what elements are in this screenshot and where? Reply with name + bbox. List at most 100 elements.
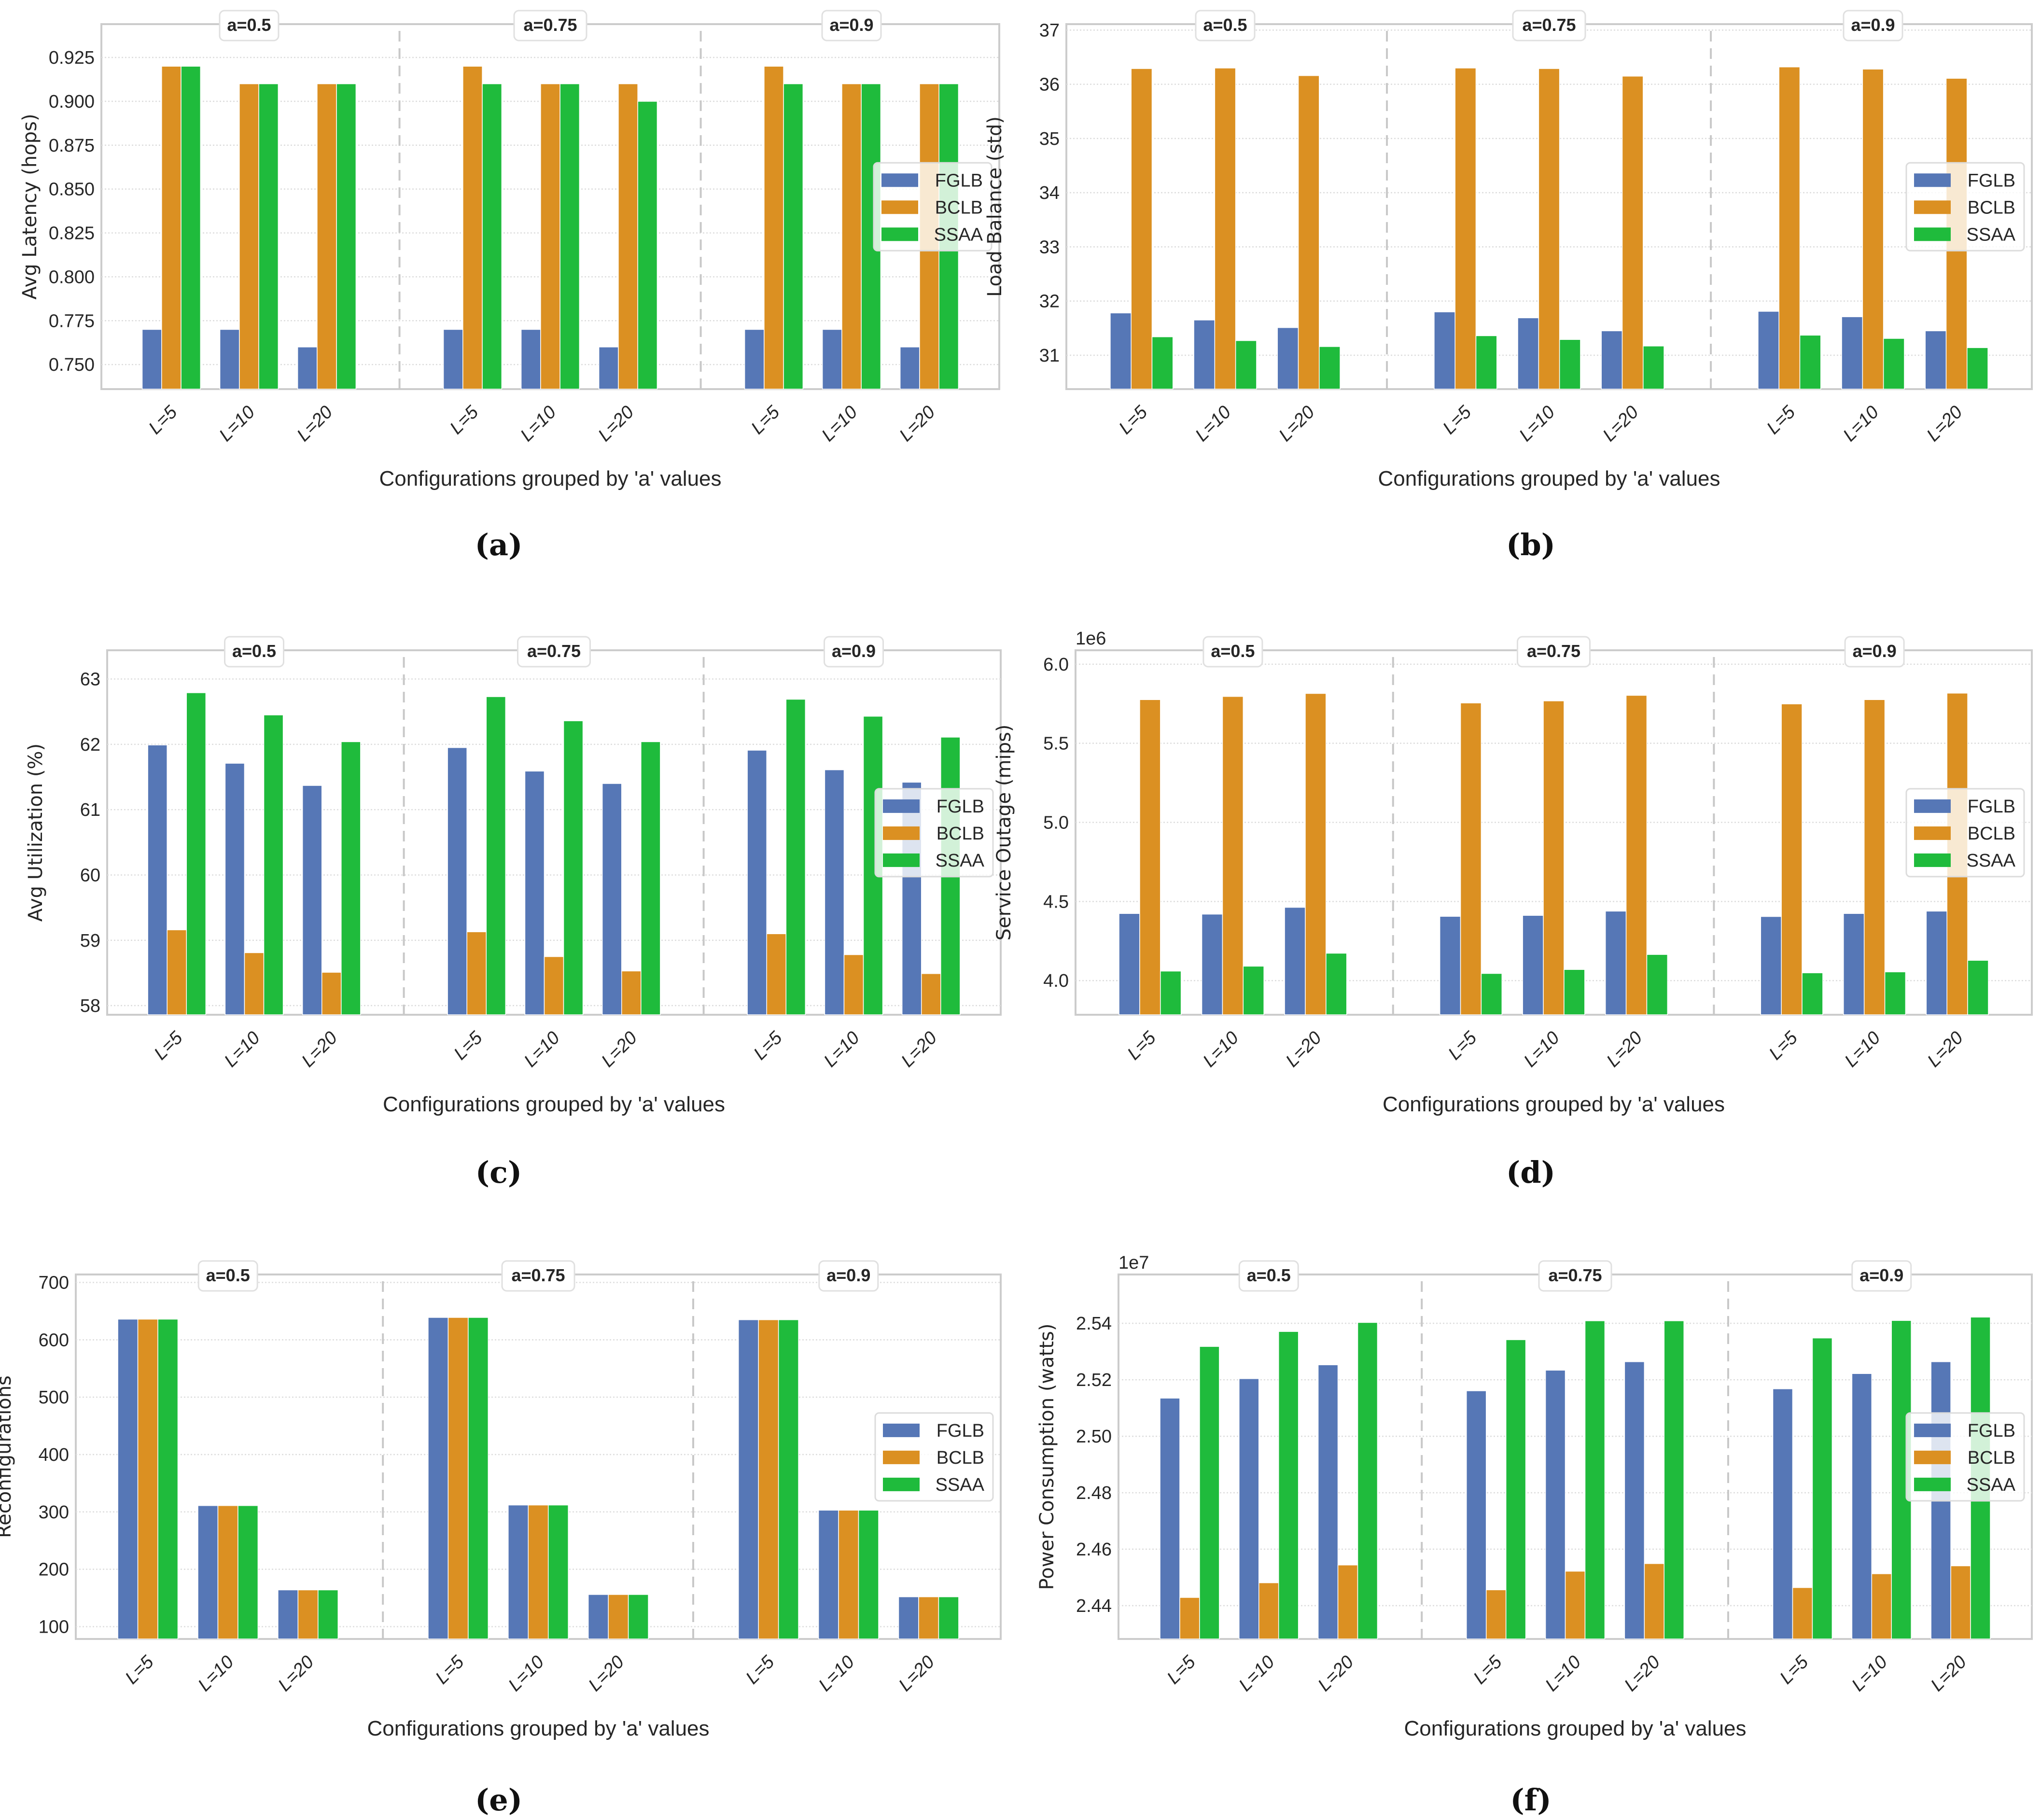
y-tick-label: 200	[39, 1560, 69, 1580]
bar-bclb-a=0.75-L=5	[1454, 68, 1477, 390]
bar-ssaa-a=0.5-L=20	[1326, 952, 1347, 1015]
bar-fglb-a=0.5-L=5	[1160, 1398, 1180, 1639]
group-label-box	[197, 1260, 258, 1292]
legend-label: FGLB	[937, 797, 984, 817]
subfigure-caption: (d)	[1506, 1155, 1555, 1190]
legend: FGLB BCLB SSAA	[873, 162, 993, 252]
legend-swatch-fglb	[883, 799, 920, 813]
y-tick-label: 36	[1039, 75, 1060, 95]
bar-bclb-a=0.75-L=5	[462, 66, 483, 390]
group-label-box	[1512, 10, 1586, 42]
bar-fglb-a=0.5-L=5	[1110, 312, 1132, 390]
y-tick-label: 6.0	[1043, 655, 1069, 675]
group-label: a=0.75	[527, 641, 581, 661]
bar-bclb-a=0.9-L=5	[758, 1319, 779, 1639]
bar-ssaa-a=0.75-L=5	[468, 1317, 489, 1639]
legend: FGLB BCLB SSAA	[874, 1412, 994, 1502]
bar-bclb-a=0.5-L=20	[1298, 75, 1320, 390]
chart-panel-e: 100 200 300 400 500 600 700 L=5 L=10 L=20 L=5 L=10 L…	[0, 1260, 1002, 1818]
x-tick-label: L=10	[815, 1652, 858, 1695]
bar-bclb-a=0.9-L=10	[843, 954, 864, 1015]
bar-ssaa-a=0.9-L=20	[1967, 960, 1989, 1015]
legend-label: BCLB	[1968, 1448, 2015, 1468]
x-tick-label: L=10	[1848, 1652, 1891, 1695]
x-tick-label: L=5	[1115, 402, 1152, 438]
bar-ssaa-a=0.5-L=10	[258, 83, 279, 390]
x-tick-label: L=20	[274, 1652, 318, 1695]
y-tick-label: 33	[1039, 237, 1060, 257]
bar-bclb-a=0.5-L=5	[1139, 699, 1161, 1015]
bar-fglb-a=0.9-L=5	[1772, 1388, 1793, 1639]
y-tick-label: 400	[39, 1445, 69, 1465]
x-tick-label: L=20	[1275, 402, 1318, 446]
bar-fglb-a=0.9-L=5	[1760, 916, 1782, 1015]
bar-fglb-a=0.9-L=10	[1841, 316, 1863, 390]
x-tick-label: L=20	[897, 1028, 941, 1071]
x-tick-label: L=5	[446, 402, 483, 438]
bar-ssaa-a=0.5-L=10	[1278, 1331, 1299, 1639]
bar-ssaa-a=0.75-L=20	[637, 101, 658, 390]
x-axis-label: Configurations grouped by 'a' values	[1378, 467, 1720, 490]
bar-fglb-a=0.9-L=5	[1758, 311, 1779, 390]
x-tick-label: L=10	[820, 1028, 864, 1071]
y-tick-label: 31	[1039, 346, 1060, 366]
bar-fglb-a=0.75-L=20	[587, 1594, 609, 1639]
subfigure-caption: (e)	[475, 1782, 522, 1818]
chart-panel-b: 31 32 33 34 35 36 37 L=5 L=10 L=20 L=5 L=10 L=20 L=5 L…	[984, 10, 2033, 562]
y-tick-label: 4.5	[1043, 892, 1069, 912]
legend-swatch-fglb	[883, 1423, 920, 1437]
x-tick-label: L=5	[121, 1652, 158, 1688]
chart-panel-d: 4.0 4.5 5.0 5.5 6.0 1e6 L=5 L=10 L=20 L=5 L=10 L=20…	[993, 629, 2033, 1190]
x-tick-label: L=10	[1839, 402, 1883, 446]
group-label: a=0.5	[206, 1265, 250, 1285]
x-tick-label: L=20	[1621, 1652, 1664, 1695]
x-tick-label: L=5	[1776, 1652, 1813, 1688]
bar-bclb-a=0.9-L=10	[838, 1510, 859, 1639]
x-tick-label: L=20	[1603, 1028, 1646, 1071]
bar-fglb-a=0.9-L=10	[818, 1510, 839, 1639]
bar-fglb-a=0.5-L=20	[278, 1589, 299, 1639]
legend-label: BCLB	[935, 197, 983, 218]
group-label-box	[1843, 10, 1903, 42]
bar-ssaa-a=0.5-L=10	[238, 1505, 259, 1639]
y-axis-label: Avg Utilization (%)	[25, 743, 47, 922]
bar-bclb-a=0.75-L=10	[540, 83, 560, 390]
x-tick-label: L=20	[895, 1652, 938, 1695]
bar-bclb-a=0.75-L=10	[544, 956, 564, 1015]
x-tick-label: L=5	[1763, 402, 1800, 438]
x-tick-label: L=10	[1520, 1028, 1564, 1071]
bar-fglb-a=0.9-L=10	[822, 329, 842, 390]
subfigure-caption: (c)	[475, 1155, 522, 1190]
bar-bclb-a=0.9-L=20	[921, 973, 941, 1015]
y-tick-label: 5.0	[1043, 813, 1069, 833]
x-tick-label: L=5	[1765, 1027, 1802, 1064]
x-tick-label: L=5	[432, 1652, 468, 1688]
chart-panel-a: 0.750 0.775 0.800 0.825 0.850 0.875 0.900 0.925…	[19, 10, 1000, 562]
bar-bclb-a=0.5-L=20	[297, 1589, 319, 1639]
y-tick-label: 500	[39, 1387, 69, 1408]
bar-ssaa-a=0.75-L=5	[482, 83, 503, 390]
x-tick-label: L=10	[1199, 1028, 1243, 1071]
group-label: a=0.5	[1247, 1265, 1291, 1285]
bar-fglb-a=0.9-L=5	[747, 750, 767, 1015]
bar-fglb-a=0.75-L=5	[428, 1317, 449, 1639]
subfigure-caption: (b)	[1506, 527, 1555, 562]
bar-fglb-a=0.5-L=10	[224, 763, 245, 1015]
subfigure-caption: (a)	[475, 527, 523, 562]
bar-ssaa-a=0.5-L=5	[157, 1318, 179, 1639]
y-offset-text: 1e7	[1118, 1253, 1149, 1273]
y-axis-label: Reconfigurations	[0, 1375, 15, 1538]
group-label-box	[818, 1260, 879, 1292]
chart-panel-f: 2.44 2.46 2.48 2.50 2.52 2.54 1e7 L=5 L=10 L=20 L=…	[1036, 1253, 2033, 1818]
bar-fglb-a=0.75-L=10	[1522, 915, 1544, 1015]
bar-fglb-a=0.75-L=5	[1434, 311, 1455, 390]
group-label-box	[1851, 1260, 1912, 1292]
legend-swatch-ssaa	[881, 227, 918, 241]
bar-fglb-a=0.75-L=10	[1517, 317, 1539, 390]
bar-ssaa-a=0.75-L=10	[1584, 1320, 1606, 1639]
bar-bclb-a=0.5-L=5	[1179, 1597, 1200, 1639]
legend-swatch-fglb	[1914, 799, 1951, 813]
bar-ssaa-a=0.75-L=20	[1664, 1320, 1684, 1639]
legend-swatch-fglb	[1914, 1423, 1951, 1437]
